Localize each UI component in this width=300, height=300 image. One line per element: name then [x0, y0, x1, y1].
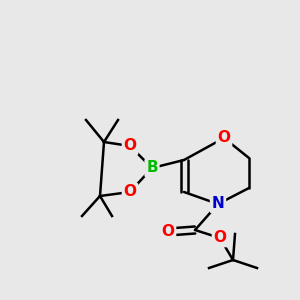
Text: O: O — [124, 184, 136, 200]
Text: O: O — [124, 139, 136, 154]
Text: N: N — [212, 196, 224, 211]
Text: O: O — [161, 224, 175, 239]
Text: O: O — [218, 130, 230, 146]
Text: O: O — [214, 230, 226, 245]
Text: B: B — [146, 160, 158, 175]
